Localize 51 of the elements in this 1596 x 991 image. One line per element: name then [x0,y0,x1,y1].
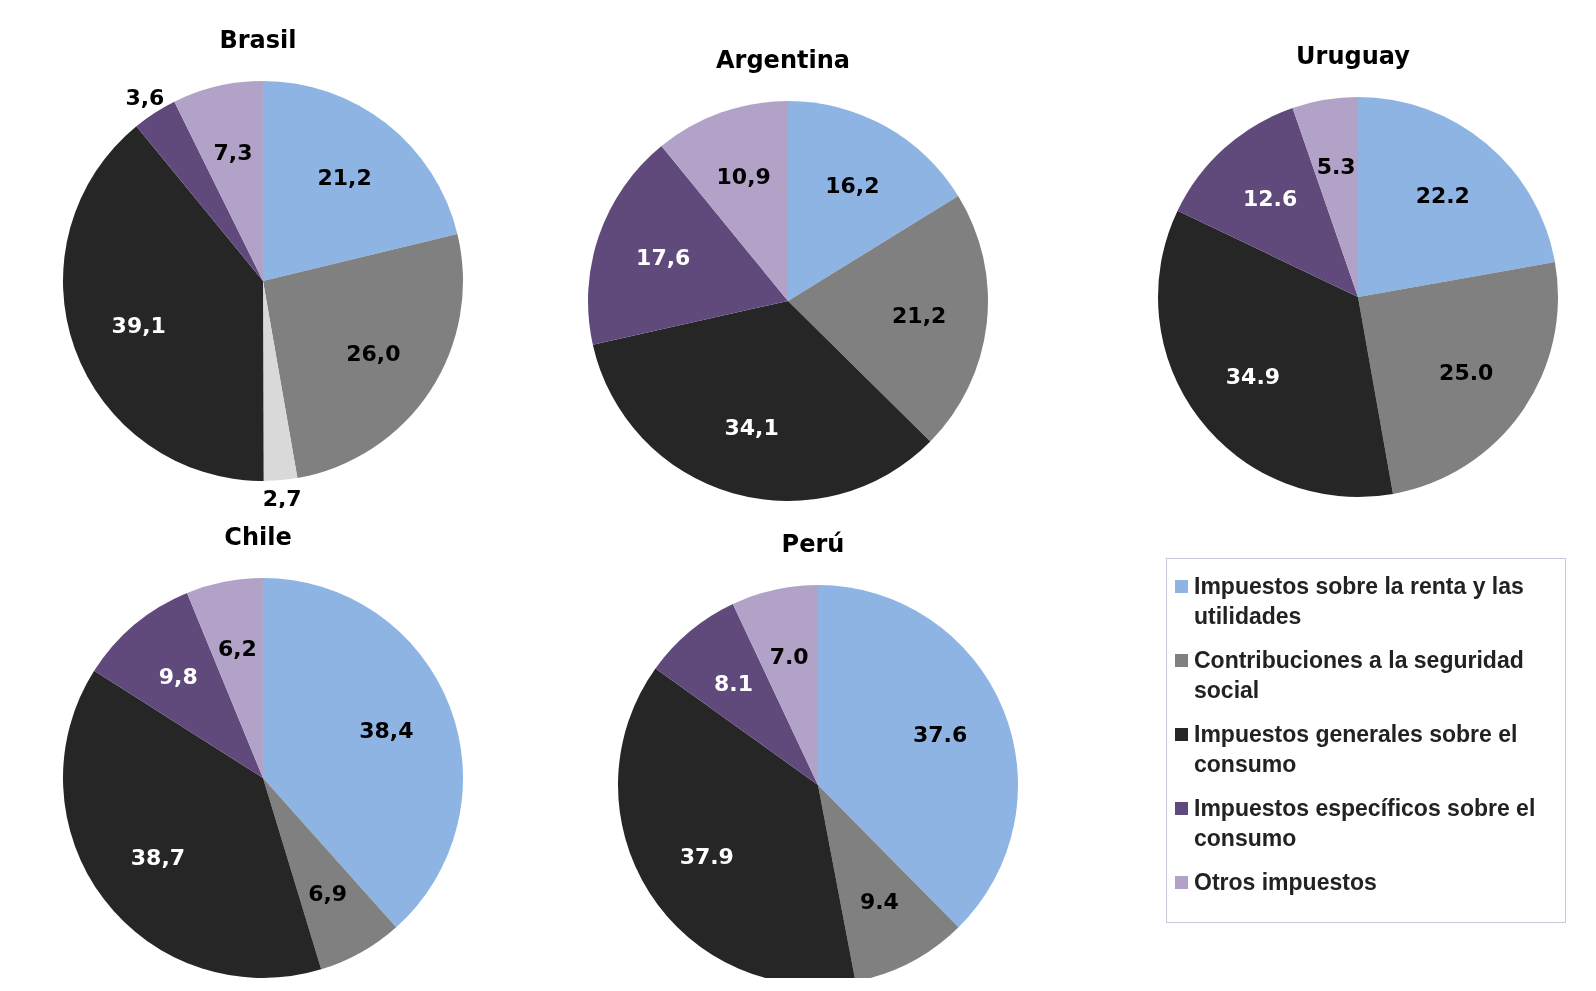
legend-label: Contribuciones a la seguridad social [1194,646,1525,705]
chart-title: Uruguay [1295,42,1411,70]
data-label: 12.6 [1242,186,1298,212]
pie-slice [788,101,959,301]
data-label: 2,7 [262,485,302,511]
data-label: 9,8 [158,664,198,690]
pie-slice [1158,210,1393,497]
data-label: 21,2 [892,303,947,329]
chart-title: Argentina [715,46,851,74]
legend-label: Impuestos específicos sobre el consumo [1194,794,1537,853]
pie-slice [263,81,458,281]
pie-slice [263,778,397,970]
legend-label: Otros impuestos [1194,868,1377,897]
data-label: 25.0 [1439,360,1494,386]
legend-label: Impuestos generales sobre el consumo [1194,720,1519,779]
data-label: 7.0 [769,643,809,669]
pie-slice [1358,97,1555,297]
pie-slice [1177,107,1358,297]
data-label: 37.6 [912,722,968,748]
pie-slice [174,81,263,281]
data-label: 38,4 [359,718,414,744]
chart-title: Brasil [218,26,298,54]
chart-title: Perú [780,530,846,558]
data-label: 37.9 [679,843,734,869]
data-label: 39,1 [111,313,166,339]
data-label: 5.3 [1316,154,1356,180]
pie-slice [263,281,298,481]
data-label: 16,2 [825,173,880,199]
data-label: 7,3 [213,139,253,165]
data-label: 38,7 [130,845,186,871]
data-label: 6,2 [217,636,257,661]
pie-slice [63,126,264,481]
data-label: 10,9 [716,164,771,190]
pie-slice [788,195,988,442]
data-label: 17,6 [636,245,691,271]
pie-slice [588,146,788,345]
chart-title: Chile [223,523,293,551]
data-label: 34.9 [1225,364,1281,390]
pie-slice [94,592,263,778]
data-label: 8.1 [714,671,754,697]
pie-slice [263,578,463,928]
data-label: 9.4 [859,889,899,915]
data-label: 21,2 [317,164,372,190]
data-label: 26,0 [346,340,401,366]
data-label: 34,1 [724,415,779,441]
data-label: 3,6 [125,85,165,111]
data-label: 6,9 [308,880,348,906]
pie-slice [263,233,463,479]
pie-slice [1358,262,1558,494]
data-label: 22.2 [1415,183,1470,209]
legend-label: Impuestos sobre la renta y las utilidades [1194,572,1525,631]
